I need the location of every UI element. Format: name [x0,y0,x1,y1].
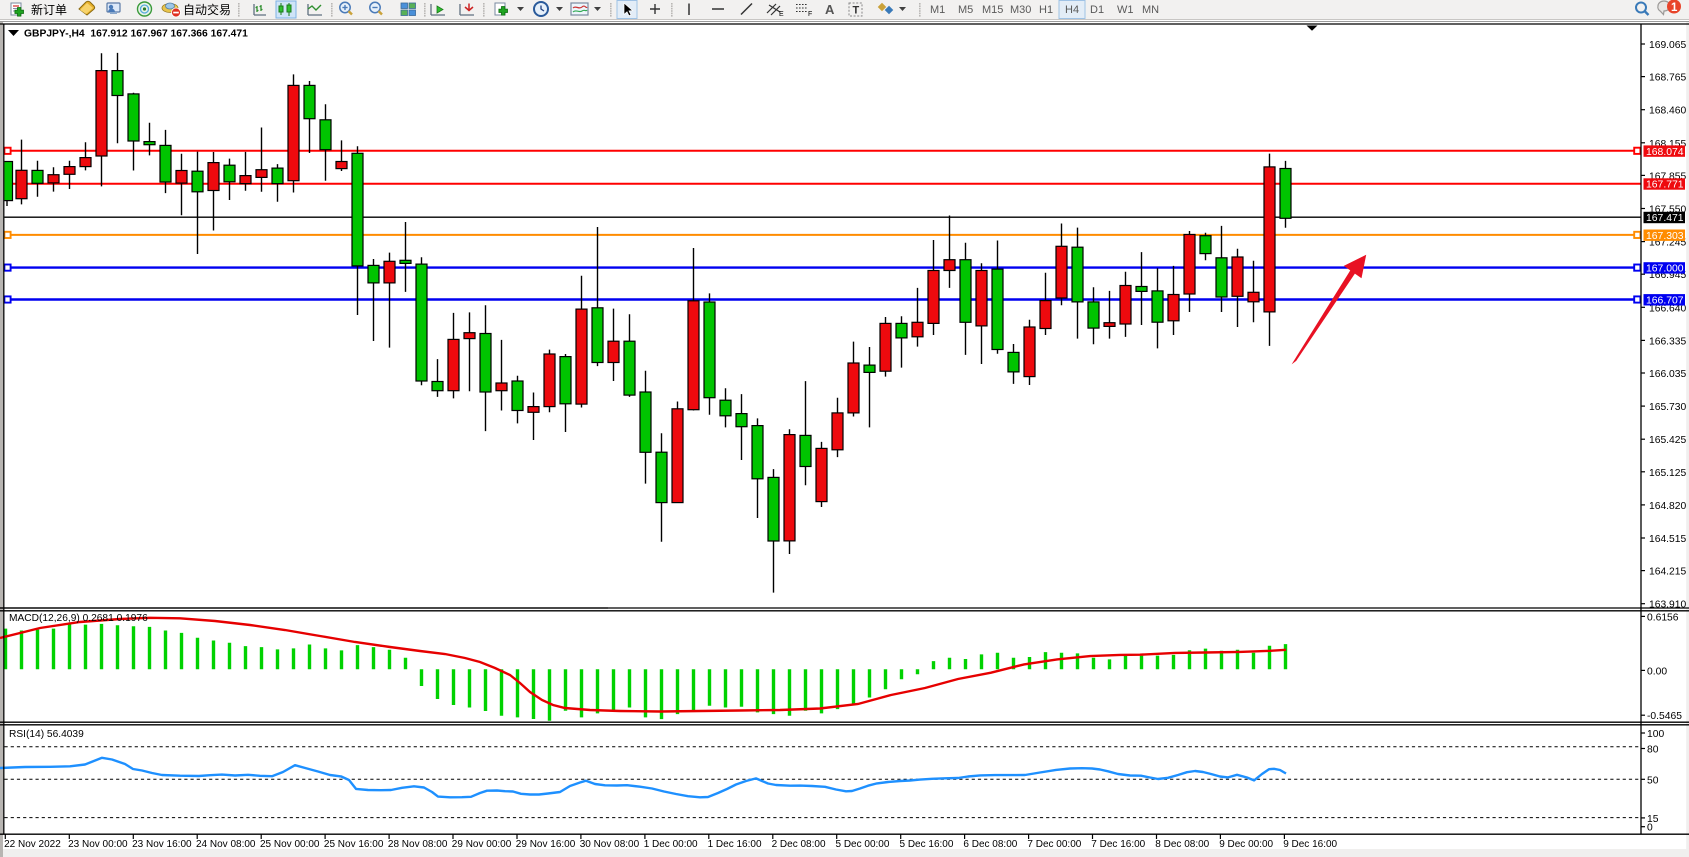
svg-text:167.303: 167.303 [1646,231,1684,242]
svg-text:-0.5465: -0.5465 [1647,711,1682,722]
svg-text:164.515: 164.515 [1649,534,1686,545]
svg-text:6 Dec 08:00: 6 Dec 08:00 [963,839,1017,850]
svg-text:23 Nov 16:00: 23 Nov 16:00 [132,839,192,850]
svg-text:22 Nov 2022: 22 Nov 2022 [4,839,61,850]
svg-text:23 Nov 00:00: 23 Nov 00:00 [68,839,128,850]
svg-text:M30: M30 [1010,4,1031,16]
svg-text:168.460: 168.460 [1649,106,1686,117]
svg-text:164.820: 164.820 [1649,501,1686,512]
svg-text:166.707: 166.707 [1646,296,1684,307]
svg-text:165.125: 165.125 [1649,468,1686,479]
svg-text:F: F [808,11,812,18]
svg-text:T: T [853,5,860,17]
svg-text:164.215: 164.215 [1649,567,1686,578]
svg-text:167.000: 167.000 [1646,264,1684,275]
svg-text:2 Dec 08:00: 2 Dec 08:00 [772,839,826,850]
svg-text:5 Dec 00:00: 5 Dec 00:00 [836,839,890,850]
svg-text:166.640: 166.640 [1649,303,1686,314]
svg-text:GBPJPY-,H4 167.912 167.967 16: GBPJPY-,H4 167.912 167.967 167.366 167.4… [24,29,248,40]
svg-text:M1: M1 [930,4,945,16]
svg-text:167.771: 167.771 [1646,180,1684,191]
svg-text:168.765: 168.765 [1649,73,1686,84]
svg-text:30 Nov 08:00: 30 Nov 08:00 [580,839,640,850]
svg-text:0: 0 [1647,823,1653,834]
svg-text:A: A [825,2,835,17]
svg-text:166.335: 166.335 [1649,336,1686,347]
svg-text:9 Dec 16:00: 9 Dec 16:00 [1283,839,1337,850]
svg-text:D1: D1 [1090,4,1104,16]
svg-text:167.855: 167.855 [1649,171,1686,182]
svg-text:自动交易: 自动交易 [183,2,231,17]
svg-text:H1: H1 [1039,4,1053,16]
svg-text:0.00: 0.00 [1647,666,1667,677]
svg-text:9 Dec 00:00: 9 Dec 00:00 [1219,839,1273,850]
svg-text:168.155: 168.155 [1649,139,1686,150]
svg-text:MACD(12,26,9) 0.2681 0.1976: MACD(12,26,9) 0.2681 0.1976 [9,613,148,624]
svg-text:166.035: 166.035 [1649,369,1686,380]
svg-text:29 Nov 16:00: 29 Nov 16:00 [516,839,576,850]
svg-text:8 Dec 08:00: 8 Dec 08:00 [1155,839,1209,850]
svg-text:1 Dec 16:00: 1 Dec 16:00 [708,839,762,850]
svg-text:7 Dec 16:00: 7 Dec 16:00 [1091,839,1145,850]
svg-text:169.065: 169.065 [1649,40,1686,51]
svg-text:25 Nov 00:00: 25 Nov 00:00 [260,839,320,850]
svg-text:H4: H4 [1065,4,1079,16]
svg-text:100: 100 [1647,729,1664,740]
svg-text:167.550: 167.550 [1649,205,1686,216]
svg-text:MN: MN [1142,4,1159,16]
svg-text:1: 1 [1671,2,1678,14]
svg-text:25 Nov 16:00: 25 Nov 16:00 [324,839,384,850]
svg-text:28 Nov 08:00: 28 Nov 08:00 [388,839,448,850]
svg-text:M15: M15 [982,4,1003,16]
svg-text:80: 80 [1647,745,1659,756]
svg-text:0.6156: 0.6156 [1647,612,1679,623]
svg-text:E: E [779,11,784,18]
svg-text:1 Dec 00:00: 1 Dec 00:00 [644,839,698,850]
svg-text:167.245: 167.245 [1649,238,1686,249]
svg-text:167.471: 167.471 [1646,213,1684,224]
svg-text:15: 15 [1647,814,1659,825]
svg-text:165.730: 165.730 [1649,402,1686,413]
svg-text:RSI(14) 56.4039: RSI(14) 56.4039 [9,729,84,740]
svg-text:新订单: 新订单 [31,2,67,17]
svg-text:M5: M5 [958,4,973,16]
svg-text:5 Dec 16:00: 5 Dec 16:00 [900,839,954,850]
svg-text:29 Nov 00:00: 29 Nov 00:00 [452,839,512,850]
svg-text:163.910: 163.910 [1649,600,1686,611]
svg-text:166.945: 166.945 [1649,270,1686,281]
svg-text:7 Dec 00:00: 7 Dec 00:00 [1027,839,1081,850]
svg-text:165.425: 165.425 [1649,435,1686,446]
svg-text:W1: W1 [1117,4,1134,16]
svg-text:50: 50 [1647,775,1659,786]
svg-text:168.074: 168.074 [1646,147,1684,158]
svg-text:24 Nov 08:00: 24 Nov 08:00 [196,839,256,850]
